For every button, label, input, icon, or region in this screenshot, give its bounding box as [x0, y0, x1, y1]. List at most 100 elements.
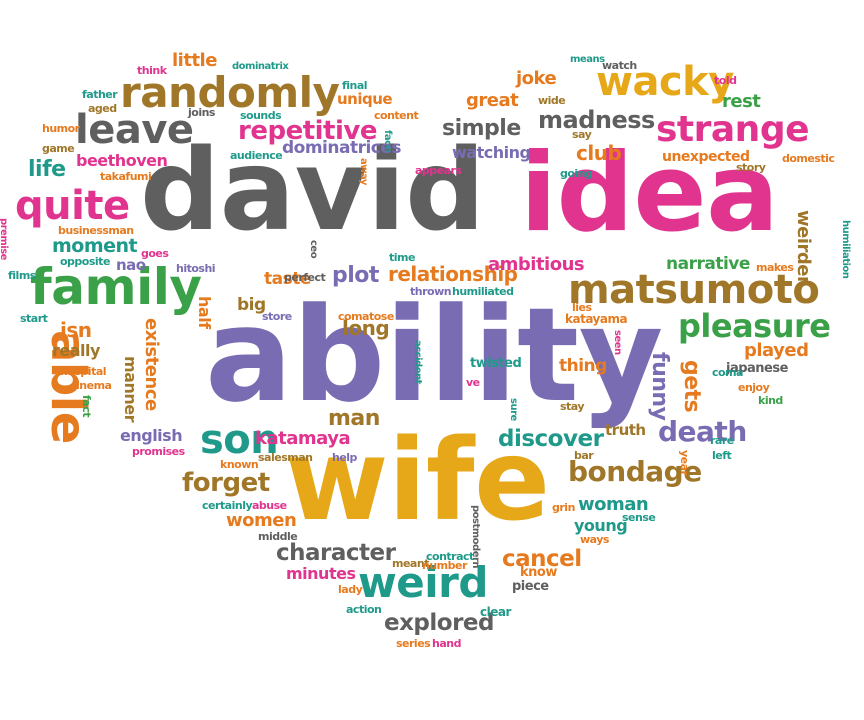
word-long: long	[342, 316, 390, 340]
word-sounds: sounds	[240, 109, 282, 122]
word-kind: kind	[758, 394, 783, 407]
word-played: played	[744, 340, 809, 361]
word-quite: quite	[15, 183, 130, 229]
word-great: great	[466, 90, 519, 111]
word-family: family	[30, 258, 202, 316]
word-explored: explored	[384, 610, 495, 636]
word-ceo: ceo	[308, 240, 319, 259]
word-really: really	[52, 341, 100, 360]
word-madness: madness	[538, 106, 655, 134]
word-comatose: comatose	[338, 310, 394, 323]
word-nao: nao	[116, 256, 146, 274]
word-face: face	[382, 130, 393, 152]
word-humiliation: humiliation	[840, 220, 851, 279]
word-cancel: cancel	[502, 546, 582, 572]
word-series: series	[396, 637, 431, 650]
word-grin: grin	[552, 501, 575, 514]
word-left: left	[712, 449, 732, 462]
word-dominatrices: dominatrices	[282, 138, 402, 158]
word-accident: accident	[412, 340, 423, 384]
word-aged: aged	[88, 102, 117, 115]
word-middle: middle	[258, 530, 298, 543]
word-action: action	[346, 603, 382, 616]
word-taste: taste	[264, 269, 311, 289]
word-makes: makes	[756, 261, 794, 274]
word-sense: sense	[622, 511, 656, 524]
word-game: game	[42, 142, 75, 155]
word-help: help	[332, 451, 357, 464]
word-enjoy: enjoy	[738, 381, 770, 394]
word-known: known	[220, 458, 259, 471]
word-plot: plot	[332, 263, 379, 288]
word-perfect: perfect	[284, 271, 326, 284]
word-matsumoto: matsumoto	[568, 267, 820, 313]
word-katayama: katayama	[565, 312, 628, 326]
word-meant: meant	[392, 557, 429, 570]
word-watching: watching	[452, 143, 531, 162]
word-death: death	[658, 415, 747, 448]
word-son: son	[200, 417, 279, 463]
word-humiliated: humiliated	[452, 285, 514, 298]
word-lady: lady	[338, 583, 363, 596]
word-abuse: abuse	[252, 499, 287, 512]
word-existence: existence	[141, 318, 162, 411]
word-rest: rest	[722, 91, 761, 112]
word-certainly: certainly	[202, 499, 253, 512]
word-relationship: relationship	[388, 262, 518, 286]
word-hand: hand	[432, 637, 461, 650]
word-contract: contract	[426, 550, 474, 563]
word-told: told	[714, 74, 737, 87]
word-domestic: domestic	[782, 152, 835, 165]
word-premise: premise	[0, 218, 9, 260]
word-coma: coma	[712, 366, 743, 379]
word-gets: gets	[679, 360, 704, 413]
word-strange: strange	[656, 109, 810, 150]
word-wife: wife	[285, 416, 550, 546]
word-means: means	[570, 54, 605, 65]
word-lies: lies	[572, 301, 592, 314]
word-big: big	[237, 295, 266, 315]
word-salesman: salesman	[258, 451, 313, 464]
word-little: little	[172, 50, 217, 71]
word-pleasure: pleasure	[678, 307, 831, 345]
word-life: life	[28, 157, 66, 182]
word-know: know	[520, 565, 557, 580]
word-content: content	[374, 109, 419, 122]
word-idea: idea	[520, 131, 779, 256]
word-watch: watch	[602, 59, 637, 72]
word-wacky: wacky	[596, 59, 734, 105]
word-postmodern: postmodern	[470, 505, 481, 569]
word-twisted: twisted	[470, 356, 522, 371]
word-half: half	[195, 296, 214, 329]
word-stay: stay	[560, 400, 585, 413]
word-bar: bar	[574, 449, 594, 462]
word-manner: manner	[121, 356, 140, 422]
word-wide: wide	[538, 94, 566, 107]
word-audience: audience	[230, 149, 283, 162]
word-seen: seen	[612, 330, 623, 355]
word-final: final	[342, 79, 368, 92]
word-story: story	[736, 161, 766, 174]
word-funny: funny	[647, 352, 672, 421]
word-weird: weird	[358, 558, 488, 607]
word-unexpected: unexpected	[662, 149, 750, 165]
word-time: time	[389, 251, 415, 264]
word-going: going	[560, 167, 593, 180]
word-woman: woman	[578, 494, 649, 515]
word-father: father	[82, 88, 118, 101]
word-away: away	[358, 158, 369, 185]
word-joke: joke	[516, 68, 557, 89]
word-thrown: thrown	[410, 285, 452, 298]
word-dominatrix: dominatrix	[232, 61, 289, 72]
word-moment: moment	[52, 235, 138, 257]
word-man: man	[328, 406, 380, 431]
word-hitoshi: hitoshi	[176, 262, 216, 275]
word-piece: piece	[512, 579, 549, 594]
word-number: number	[422, 559, 467, 572]
word-club: club	[576, 141, 622, 165]
word-start: start	[20, 312, 48, 325]
word-ways: ways	[580, 533, 609, 546]
word-weirder: weirder	[793, 210, 814, 285]
word-simple: simple	[442, 116, 521, 141]
